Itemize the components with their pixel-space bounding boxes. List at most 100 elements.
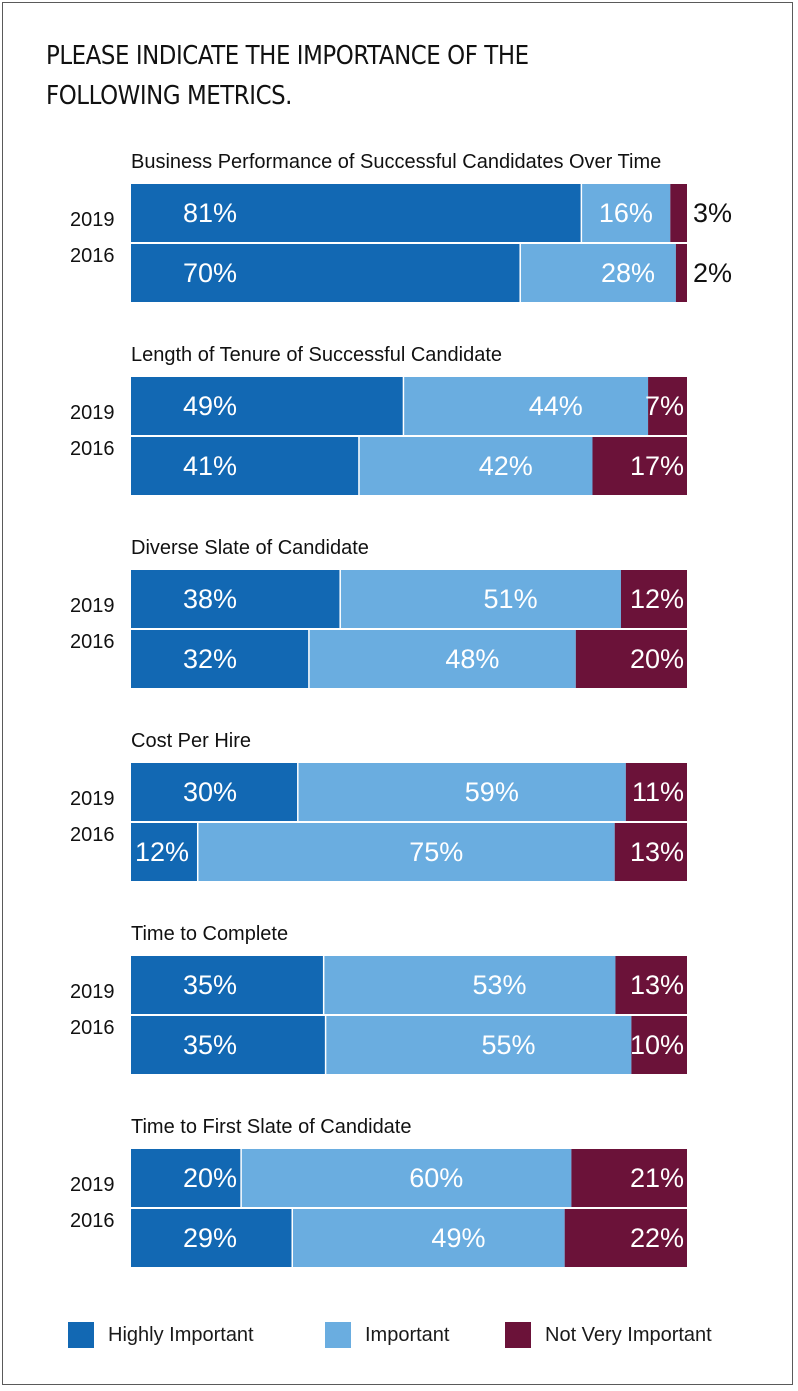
data-label-important: 60% xyxy=(409,1163,463,1193)
legend-swatch-highly-important xyxy=(68,1322,94,1348)
bar-segment-highly xyxy=(131,630,309,688)
group-label: Diverse Slate of Candidate xyxy=(131,537,369,559)
data-label-not-very: 20% xyxy=(630,644,684,674)
data-label-highly: 30% xyxy=(183,777,237,807)
data-label-not-very: 11% xyxy=(632,777,684,807)
data-label-highly: 12% xyxy=(135,837,189,867)
group-label: Length of Tenure of Successful Candidate xyxy=(131,344,502,366)
legend-highly-important: Highly Important xyxy=(68,1322,254,1348)
bar-segment-not-very xyxy=(648,377,687,435)
group-label: Time to Complete xyxy=(131,923,288,945)
bar-segment-important xyxy=(297,763,626,821)
data-label-not-very: 7% xyxy=(645,391,684,421)
group-label: Time to First Slate of Candidate xyxy=(131,1116,412,1138)
year-label: 2019 xyxy=(70,402,115,424)
legend-label-important: Important xyxy=(365,1323,450,1346)
bar-segment-not-very xyxy=(575,630,687,688)
bar-segment-important xyxy=(325,1016,632,1074)
data-label-highly: 35% xyxy=(183,970,237,1000)
bar-segment-highly xyxy=(131,377,404,435)
group-label: Cost Per Hire xyxy=(131,730,251,752)
data-label-not-very: 22% xyxy=(630,1223,684,1253)
year-label: 2016 xyxy=(70,245,115,267)
data-label-not-very: 17% xyxy=(630,451,684,481)
data-label-highly: 38% xyxy=(183,584,237,614)
legend-swatch-important xyxy=(325,1322,351,1348)
bar-segment-important xyxy=(358,437,593,495)
bar-segment-important xyxy=(340,570,621,628)
data-label-important: 44% xyxy=(529,391,583,421)
legend-label-highly-important: Highly Important xyxy=(108,1323,254,1346)
legend-label-not-very-important: Not Very Important xyxy=(545,1323,712,1346)
bar-segment-not-very xyxy=(675,244,687,302)
data-label-not-very: 12% xyxy=(630,584,684,614)
data-label-highly: 35% xyxy=(183,1030,237,1060)
data-label-important: 55% xyxy=(481,1030,535,1060)
data-label-highly: 41% xyxy=(183,451,237,481)
group-label: Business Performance of Successful Candi… xyxy=(131,151,661,173)
bar-segment-highly xyxy=(131,437,359,495)
data-label-not-very: 13% xyxy=(630,970,684,1000)
data-label-not-very: 13% xyxy=(630,837,684,867)
bar-segment-important xyxy=(520,244,676,302)
data-label-important: 75% xyxy=(409,837,463,867)
legend-not-very-important: Not Very Important xyxy=(505,1322,712,1348)
bar-segment-highly xyxy=(131,244,521,302)
bar-segment-not-very xyxy=(631,1016,687,1074)
bar-segment-not-very xyxy=(615,956,687,1014)
bar-segment-highly xyxy=(131,956,324,1014)
data-label-important: 49% xyxy=(431,1223,485,1253)
year-label: 2016 xyxy=(70,438,115,460)
data-label-outside: 3% xyxy=(693,198,732,228)
year-label: 2019 xyxy=(70,209,115,231)
data-label-highly: 32% xyxy=(183,644,237,674)
data-label-important: 48% xyxy=(445,644,499,674)
year-label: 2019 xyxy=(70,788,115,810)
legend-swatch-not-very-important xyxy=(505,1322,531,1348)
legend-important: Important xyxy=(325,1322,449,1348)
bar-segment-highly xyxy=(131,184,582,242)
data-label-important: 53% xyxy=(473,970,527,1000)
data-label-important: 28% xyxy=(601,258,655,288)
data-label-important: 42% xyxy=(479,451,533,481)
year-label: 2016 xyxy=(70,1017,115,1039)
data-label-important: 59% xyxy=(465,777,519,807)
bar-segment-important xyxy=(323,956,616,1014)
bar-segment-not-very xyxy=(592,437,687,495)
bar-segment-not-very xyxy=(620,570,687,628)
bar-segment-not-very xyxy=(571,1149,687,1207)
data-label-highly: 81% xyxy=(183,198,237,228)
bar-segment-important xyxy=(241,1149,572,1207)
bar-segment-not-very xyxy=(670,184,687,242)
data-label-highly: 49% xyxy=(183,391,237,421)
bar-segment-highly xyxy=(131,1149,242,1207)
bar-segment-important xyxy=(292,1209,565,1267)
year-label: 2019 xyxy=(70,595,115,617)
bar-segment-important xyxy=(581,184,671,242)
data-label-highly: 20% xyxy=(183,1163,237,1193)
bar-segment-highly xyxy=(131,1016,326,1074)
bar-segment-highly xyxy=(131,570,341,628)
data-label-not-very: 21% xyxy=(630,1163,684,1193)
bar-segment-not-very xyxy=(625,763,687,821)
year-label: 2019 xyxy=(70,981,115,1003)
chart-title: PLEASE INDICATE THE IMPORTANCE OF THE FO… xyxy=(46,41,529,111)
bar-segment-important xyxy=(197,823,615,881)
bar-segment-highly xyxy=(131,823,198,881)
data-label-not-very: 10% xyxy=(630,1030,684,1060)
data-label-outside: 2% xyxy=(693,258,732,288)
data-label-highly: 70% xyxy=(183,258,237,288)
bar-segment-important xyxy=(308,630,576,688)
bar-segment-not-very xyxy=(614,823,687,881)
bar-segment-not-very xyxy=(564,1209,687,1267)
year-label: 2016 xyxy=(70,631,115,653)
year-label: 2019 xyxy=(70,1174,115,1196)
bar-segment-highly xyxy=(131,763,298,821)
year-label: 2016 xyxy=(70,824,115,846)
data-label-important: 51% xyxy=(484,584,538,614)
year-label: 2016 xyxy=(70,1210,115,1232)
bar-segment-important xyxy=(403,377,649,435)
data-label-highly: 29% xyxy=(183,1223,237,1253)
